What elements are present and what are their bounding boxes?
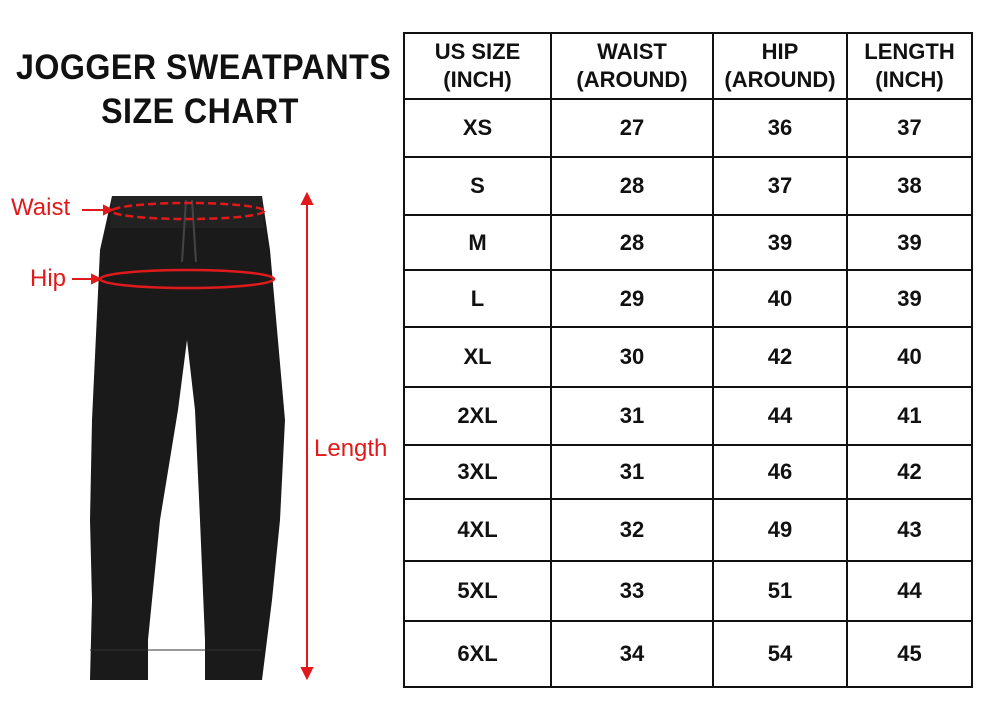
length-label: Length bbox=[314, 435, 388, 462]
cell-waist: 29 bbox=[550, 269, 714, 328]
cell-hip: 44 bbox=[712, 386, 848, 446]
cell-length: 37 bbox=[846, 98, 973, 158]
cell-us-size: S bbox=[403, 156, 552, 216]
cell-length: 43 bbox=[846, 498, 973, 562]
header-length: LENGTH (INCH) bbox=[846, 32, 973, 100]
table-row: XL 30 42 40 bbox=[403, 326, 973, 388]
cell-us-size: 2XL bbox=[403, 386, 552, 446]
table-row: XS 27 36 37 bbox=[403, 98, 973, 158]
table-row: 6XL 34 54 45 bbox=[403, 620, 973, 688]
cell-waist: 33 bbox=[550, 560, 714, 622]
cell-hip: 46 bbox=[712, 444, 848, 500]
cell-waist: 32 bbox=[550, 498, 714, 562]
header-text: LENGTH bbox=[864, 39, 955, 64]
header-text: WAIST bbox=[597, 39, 667, 64]
header-waist: WAIST (AROUND) bbox=[550, 32, 714, 100]
cell-hip: 39 bbox=[712, 214, 848, 271]
cell-us-size: L bbox=[403, 269, 552, 328]
table-row: 3XL 31 46 42 bbox=[403, 444, 973, 500]
cell-hip: 54 bbox=[712, 620, 848, 688]
pants-illustration bbox=[72, 191, 314, 681]
cell-hip: 51 bbox=[712, 560, 848, 622]
cell-length: 41 bbox=[846, 386, 973, 446]
cell-length: 38 bbox=[846, 156, 973, 216]
cell-length: 42 bbox=[846, 444, 973, 500]
header-us-size: US SIZE (INCH) bbox=[403, 32, 552, 100]
header-text: HIP bbox=[761, 39, 799, 64]
jogger-pants-image bbox=[90, 196, 285, 680]
cell-us-size: 5XL bbox=[403, 560, 552, 622]
arrows bbox=[72, 191, 314, 681]
cell-us-size: 6XL bbox=[403, 620, 552, 688]
cell-length: 44 bbox=[846, 560, 973, 622]
table-row: M 28 39 39 bbox=[403, 214, 973, 271]
cell-waist: 34 bbox=[550, 620, 714, 688]
cell-waist: 31 bbox=[550, 444, 714, 500]
header-text: (AROUND) bbox=[724, 67, 836, 92]
cell-us-size: M bbox=[403, 214, 552, 271]
cell-us-size: 4XL bbox=[403, 498, 552, 562]
table-row: S 28 37 38 bbox=[403, 156, 973, 216]
header-hip: HIP (AROUND) bbox=[712, 32, 848, 100]
waist-marker bbox=[110, 201, 266, 221]
table-row: 5XL 33 51 44 bbox=[403, 560, 973, 622]
cell-hip: 40 bbox=[712, 269, 848, 328]
cell-length: 45 bbox=[846, 620, 973, 688]
cell-hip: 42 bbox=[712, 326, 848, 388]
cell-length: 40 bbox=[846, 326, 973, 388]
header-text: (AROUND) bbox=[576, 67, 688, 92]
cell-waist: 27 bbox=[550, 98, 714, 158]
header-row: US SIZE (INCH) WAIST (AROUND) HIP (AROUND) LEN… bbox=[403, 32, 973, 100]
cell-waist: 28 bbox=[550, 214, 714, 271]
cell-waist: 31 bbox=[550, 386, 714, 446]
cell-us-size: XL bbox=[403, 326, 552, 388]
cell-hip: 36 bbox=[712, 98, 848, 158]
table-row: 4XL 32 49 43 bbox=[403, 498, 973, 562]
cell-hip: 49 bbox=[712, 498, 848, 562]
cell-length: 39 bbox=[846, 269, 973, 328]
cell-hip: 37 bbox=[712, 156, 848, 216]
header-text: (INCH) bbox=[875, 67, 944, 92]
hip-label: Hip bbox=[30, 265, 67, 292]
size-table: US SIZE (INCH) WAIST (AROUND) HIP (AROUND) LEN… bbox=[403, 32, 973, 688]
waist-label: Waist bbox=[11, 194, 71, 221]
header-text: US SIZE bbox=[434, 39, 521, 64]
cell-length: 39 bbox=[846, 214, 973, 271]
chart-title: JOGGER SWEATPANTS bbox=[16, 48, 392, 87]
table-row: L 29 40 39 bbox=[403, 269, 973, 328]
chart-subtitle: SIZE CHART bbox=[101, 92, 299, 131]
cell-us-size: XS bbox=[403, 98, 552, 158]
cell-waist: 30 bbox=[550, 326, 714, 388]
cell-us-size: 3XL bbox=[403, 444, 552, 500]
table-row: 2XL 31 44 41 bbox=[403, 386, 973, 446]
cell-waist: 28 bbox=[550, 156, 714, 216]
header-text: (INCH) bbox=[443, 67, 512, 92]
